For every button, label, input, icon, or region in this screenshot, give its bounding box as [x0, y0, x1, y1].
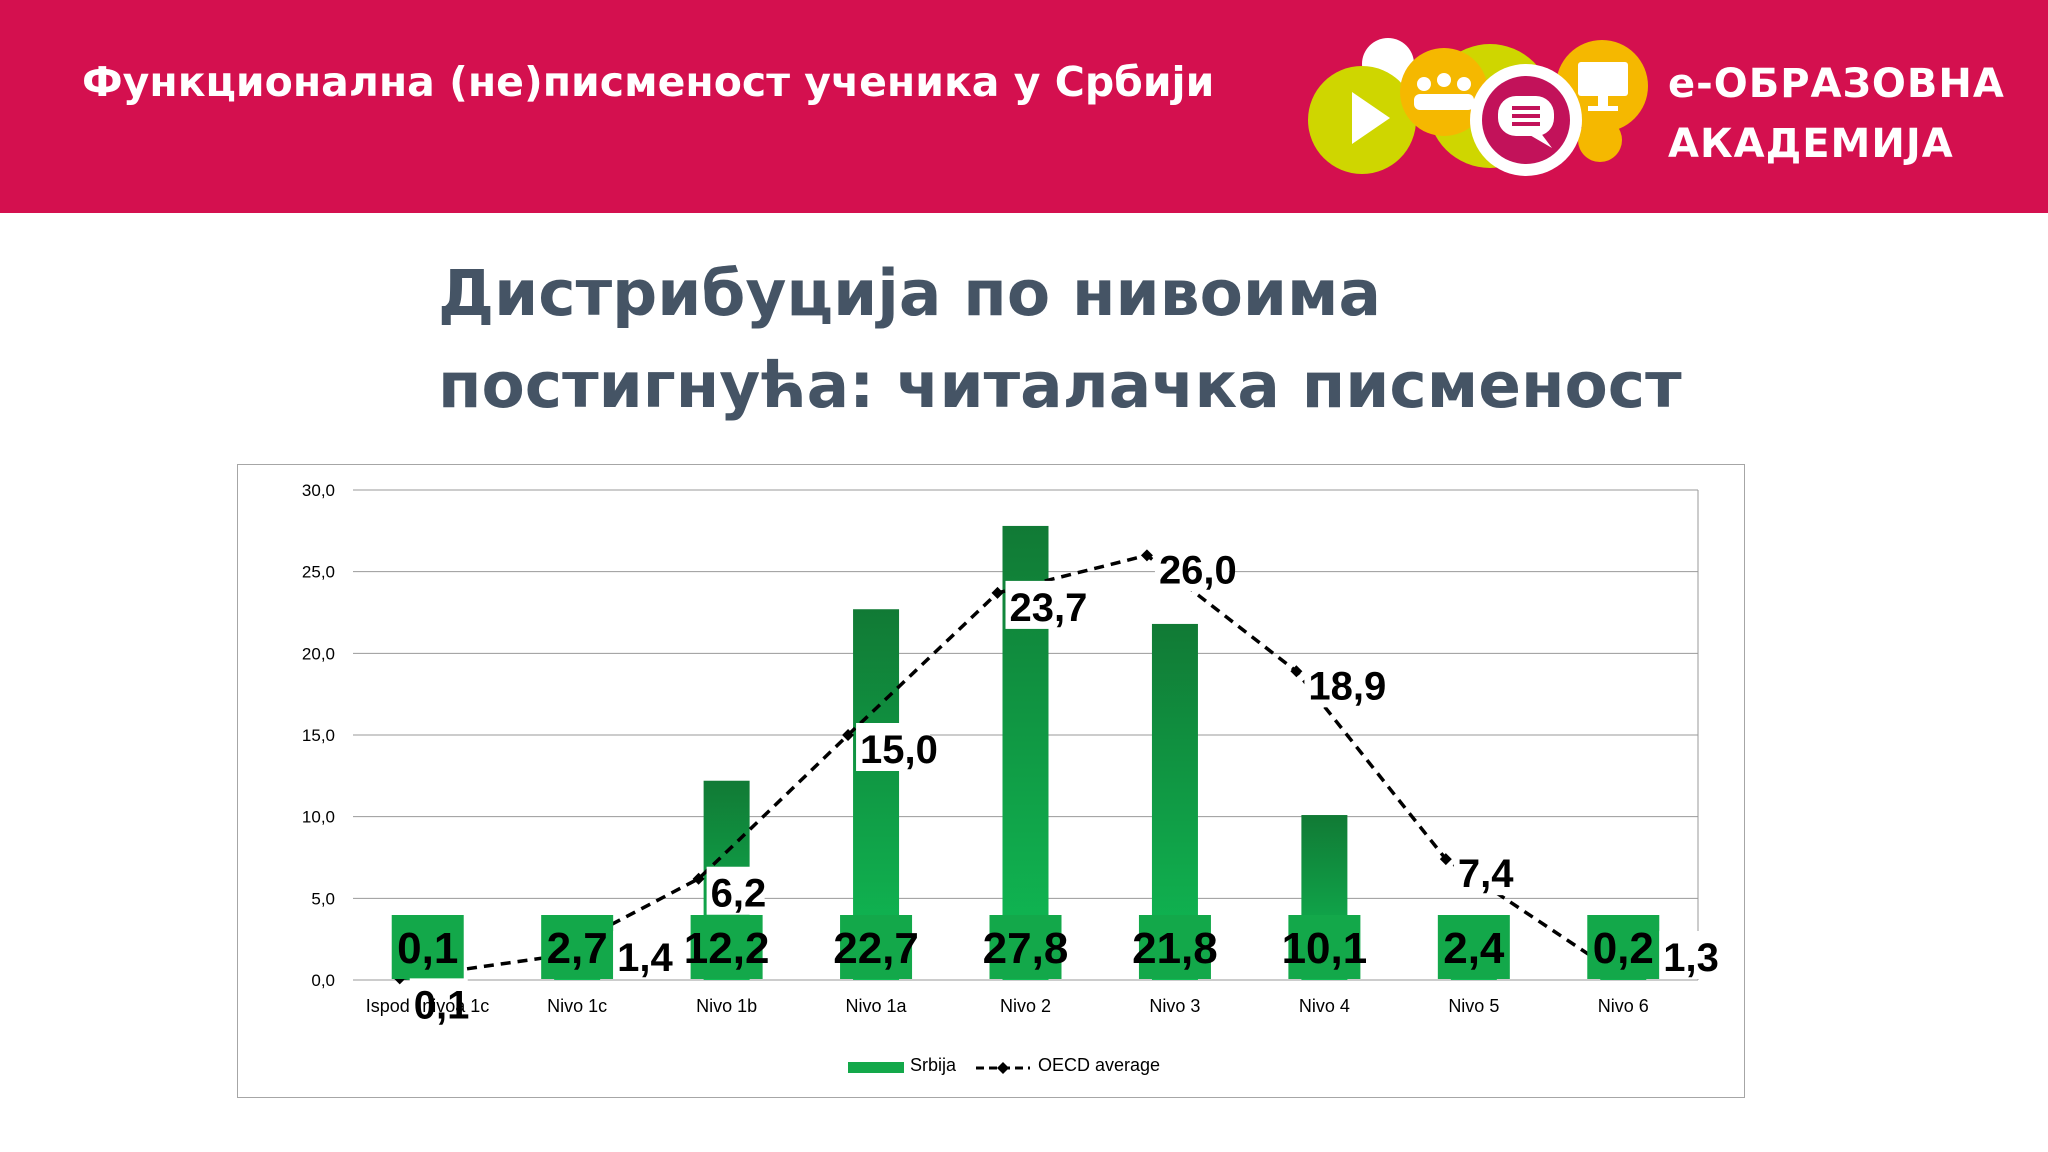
bar-label-box	[989, 915, 1062, 979]
y-tick-label: 5,0	[311, 889, 335, 908]
bar-label-box	[840, 915, 913, 979]
y-tick-label: 15,0	[302, 726, 335, 745]
legend-label-oecd: OECD average	[1038, 1055, 1160, 1075]
x-tick-label: Nivo 5	[1448, 996, 1499, 1016]
chart-frame: 0,1 2,7 12,2 22,7 27,8 21,8 10,1 2,4 0,2 0,1 1,4 6,…	[237, 464, 1745, 1098]
academy-logo	[1308, 38, 1648, 176]
bar-value-label: 2,4	[1443, 924, 1505, 973]
bar-label-box	[1288, 915, 1361, 979]
header-banner: Функционална (не)писменост ученика у Срб…	[0, 0, 2048, 213]
slide-title-line1: Дистрибуција по нивоима	[438, 257, 1382, 330]
bar-value-label: 2,7	[547, 924, 608, 973]
bar-value-label: 0,2	[1593, 924, 1654, 973]
y-tick-label: 0,0	[311, 971, 335, 990]
oecd-label-bg	[409, 978, 468, 1027]
bar-label-box	[1437, 915, 1510, 979]
slide-title-line2: постигнућа: читалачка писменост	[438, 349, 1682, 422]
bar-label-box	[1138, 915, 1211, 979]
y-tick-label: 10,0	[302, 808, 335, 827]
oecd-value-label: 18,9	[1308, 664, 1386, 708]
bar-label-box	[690, 915, 763, 979]
oecd-label-bg	[613, 931, 672, 979]
oecd-point	[1140, 549, 1153, 562]
bar-value-label: 12,2	[684, 924, 770, 973]
x-tick-label: Nivo 2	[1000, 996, 1051, 1016]
x-tick-label: Nivo 6	[1598, 996, 1649, 1016]
oecd-label-bg	[1453, 847, 1512, 896]
bar-label-box	[541, 915, 614, 979]
bar-value-label: 0,1	[397, 924, 458, 973]
reading-literacy-chart: 0,1 2,7 12,2 22,7 27,8 21,8 10,1 2,4 0,2 0,1 1,4 6,…	[302, 481, 1719, 1075]
oecd-value-label: 26,0	[1159, 548, 1237, 592]
logo-text-line2: АКАДЕМИЈА	[1668, 121, 1954, 167]
oecd-point	[692, 872, 705, 885]
legend-marker-oecd	[997, 1062, 1009, 1074]
oecd-value-label: 0,1	[414, 983, 470, 1027]
oecd-value-label: 15,0	[860, 728, 938, 772]
bar-value-label: 22,7	[833, 924, 919, 973]
oecd-point	[991, 586, 1004, 599]
y-tick-label: 30,0	[302, 481, 335, 500]
oecd-label-bg	[1659, 931, 1718, 979]
oecd-value-label: 23,7	[1010, 586, 1088, 630]
oecd-value-label: 6,2	[711, 872, 767, 916]
logo-text: e-ОБРАЗОВНА АКАДЕМИЈА	[1668, 54, 2005, 174]
slide-title: Дистрибуција по нивоима постигнућа: чита…	[438, 248, 1738, 432]
oecd-label-bg	[1005, 580, 1080, 629]
x-tick-label: Ispod	[366, 996, 410, 1016]
bar-value-label: 10,1	[1282, 924, 1368, 973]
legend-label-srbija: Srbija	[910, 1055, 957, 1075]
x-tick-label: Nivo 1c	[547, 996, 607, 1016]
oecd-value-label: 1,4	[617, 936, 673, 980]
y-tick-label: 20,0	[302, 644, 335, 663]
x-tick-label: Nivo 1a	[846, 996, 908, 1016]
oecd-label-bg	[706, 866, 765, 915]
bar-value-label: 27,8	[983, 924, 1069, 973]
x-tick-label: Nivo 1b	[696, 996, 757, 1016]
bar-label-box	[391, 915, 464, 979]
header-title: Функционална (не)писменост ученика у Срб…	[82, 58, 1215, 106]
logo-text-line1: e-ОБРАЗОВНА	[1668, 61, 2005, 107]
oecd-line	[399, 553, 1597, 981]
oecd-label-bg	[1154, 543, 1229, 592]
oecd-value-label: 1,3	[1663, 936, 1719, 980]
x-tick-label: Nivo 3	[1149, 996, 1200, 1016]
oecd-point	[1290, 665, 1303, 678]
bar-value-label: 21,8	[1132, 924, 1218, 973]
x-tick-label: nivoa 1c	[422, 996, 489, 1016]
oecd-label-bg	[856, 723, 931, 771]
legend-swatch-srbija	[848, 1062, 904, 1073]
y-tick-label: 25,0	[302, 563, 335, 582]
oecd-label-bg	[1304, 659, 1379, 708]
bar-label-box	[1587, 915, 1660, 979]
oecd-point	[1439, 853, 1452, 866]
oecd-point	[842, 729, 855, 741]
x-tick-label: Nivo 4	[1299, 996, 1350, 1016]
oecd-value-label: 7,4	[1458, 852, 1514, 896]
